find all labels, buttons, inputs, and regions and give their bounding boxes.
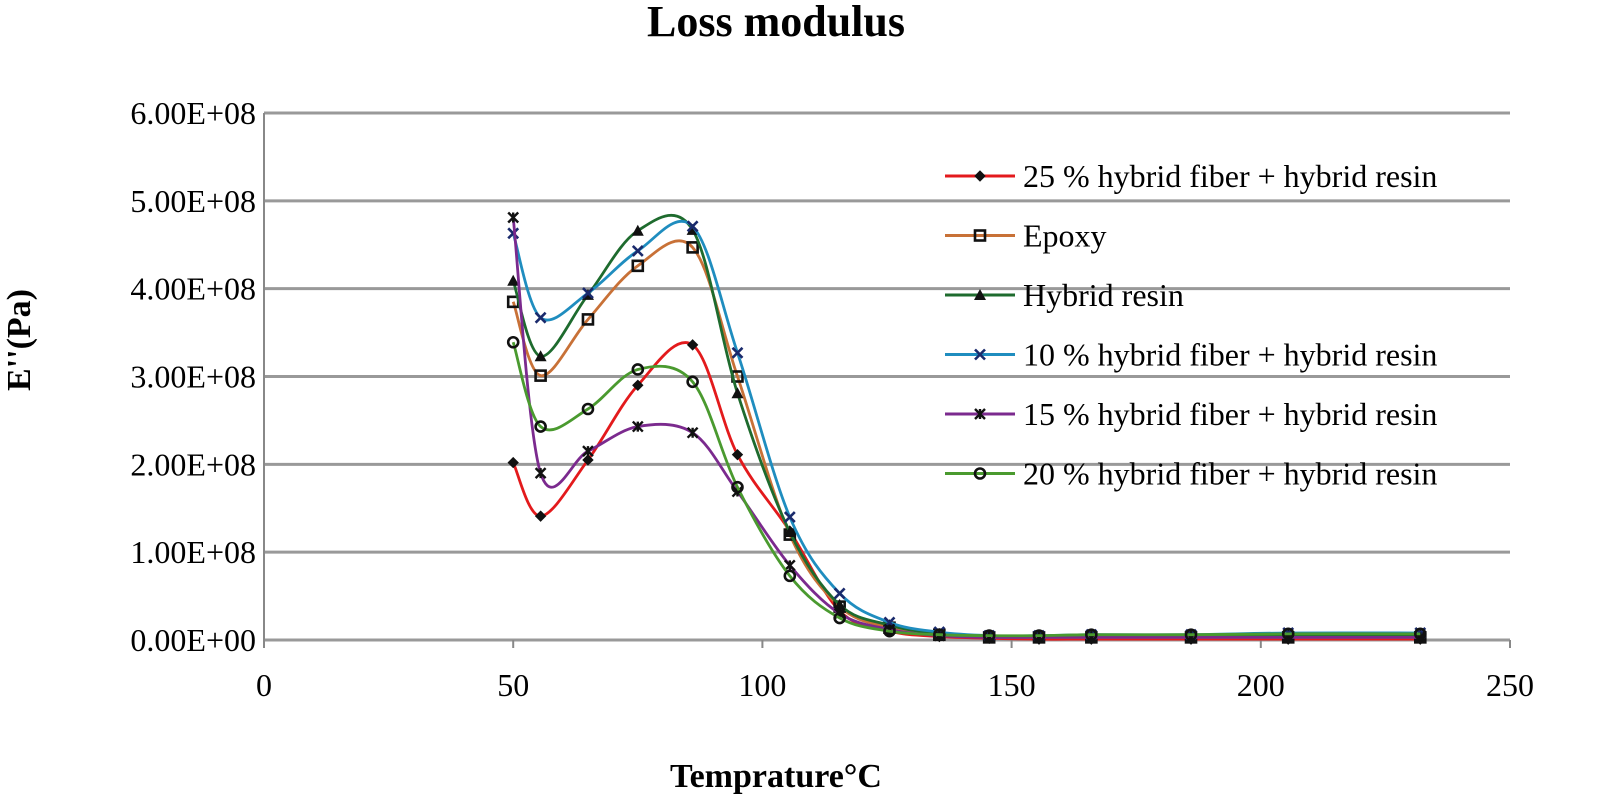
y-tick-label: 0.00E+00 (130, 622, 256, 658)
y-tick-label: 1.00E+08 (130, 534, 256, 570)
legend-label: 20 % hybrid fiber + hybrid resin (1023, 456, 1437, 492)
data-point (731, 387, 744, 399)
legend-item: 10 % hybrid fiber + hybrid resin (945, 337, 1437, 373)
data-point (534, 350, 547, 362)
x-tick-label: 50 (497, 667, 529, 703)
legend-marker (973, 467, 987, 480)
series-1 (507, 339, 1426, 645)
y-axis-title: E''(Pa) (1, 289, 38, 391)
data-point (783, 511, 796, 523)
data-point (582, 287, 594, 299)
data-point (783, 569, 797, 583)
data-point (581, 402, 595, 416)
tick-labels: 0.00E+00 1.00E+08 2.00E+08 3.00E+08 4.00E+08… (130, 95, 1534, 703)
x-tick-label: 100 (738, 667, 786, 703)
x-tick-label: 0 (256, 667, 272, 703)
legend-label: Epoxy (1023, 218, 1107, 254)
series-2 (506, 239, 1427, 644)
chart-title: Loss modulus (647, 0, 905, 46)
data-point (631, 259, 645, 273)
data-point (632, 379, 644, 391)
legend-label: 15 % hybrid fiber + hybrid resin (1023, 396, 1437, 432)
legend-label: Hybrid resin (1023, 277, 1184, 313)
legend-marker (974, 289, 986, 300)
y-tick-label: 3.00E+08 (130, 359, 256, 395)
series-line (511, 239, 1421, 639)
legend-marker (973, 229, 987, 242)
data-point (582, 454, 594, 466)
legend-marker (974, 348, 986, 361)
data-point (631, 244, 644, 257)
legend-item: Epoxy (945, 218, 1107, 254)
data-point (631, 363, 645, 376)
legend-item: Hybrid resin (945, 277, 1184, 313)
legend: 25 % hybrid fiber + hybrid resin Epoxy Hyb… (945, 158, 1437, 492)
data-point (582, 445, 594, 458)
data-point (982, 629, 996, 642)
data-point (631, 224, 644, 236)
x-tick-label: 250 (1486, 667, 1534, 703)
data-point (581, 313, 595, 326)
y-tick-label: 2.00E+08 (130, 446, 256, 482)
data-point (686, 241, 699, 254)
x-tick-label: 200 (1237, 667, 1285, 703)
data-point (731, 448, 744, 461)
legend-marker (974, 408, 986, 420)
data-point (506, 335, 520, 349)
gridlines (264, 111, 1510, 642)
data-point (883, 624, 896, 638)
data-point (686, 375, 699, 389)
data-point (1281, 627, 1295, 641)
data-point (507, 227, 520, 240)
legend-marker (974, 170, 986, 182)
data-point (783, 525, 796, 537)
data-point (833, 598, 846, 610)
data-point (833, 587, 846, 600)
data-point (731, 346, 744, 359)
y-tick-label: 4.00E+08 (130, 271, 256, 307)
axes (263, 113, 1511, 648)
series-6 (506, 335, 1427, 642)
legend-label: 25 % hybrid fiber + hybrid resin (1023, 158, 1437, 194)
y-tick-label: 5.00E+08 (130, 183, 256, 219)
data-point (933, 628, 946, 642)
data-point (507, 211, 520, 224)
legend-label: 10 % hybrid fiber + hybrid resin (1023, 337, 1437, 373)
data-point (507, 274, 520, 286)
series-group (506, 211, 1427, 645)
legend-item: 20 % hybrid fiber + hybrid resin (945, 456, 1437, 492)
y-tick-label: 6.00E+08 (130, 95, 256, 131)
legend-item: 25 % hybrid fiber + hybrid resin (945, 158, 1437, 194)
data-point (833, 611, 846, 625)
data-point (731, 480, 744, 494)
data-point (783, 559, 796, 572)
data-point (507, 456, 519, 469)
x-tick-label: 150 (988, 667, 1036, 703)
data-point (631, 420, 644, 433)
data-point (534, 467, 547, 479)
data-point (1184, 628, 1198, 642)
data-point (1085, 628, 1098, 642)
data-point (686, 339, 699, 351)
legend-item: 15 % hybrid fiber + hybrid resin (945, 396, 1437, 432)
data-point (534, 369, 547, 382)
data-point (534, 420, 547, 433)
data-point (534, 311, 547, 324)
x-axis-title: Temprature°C (670, 758, 882, 795)
data-point (1032, 629, 1046, 642)
data-point (534, 510, 547, 522)
data-point (686, 426, 699, 439)
data-point (686, 220, 699, 233)
data-point (1413, 627, 1427, 641)
series-line (511, 341, 1421, 638)
